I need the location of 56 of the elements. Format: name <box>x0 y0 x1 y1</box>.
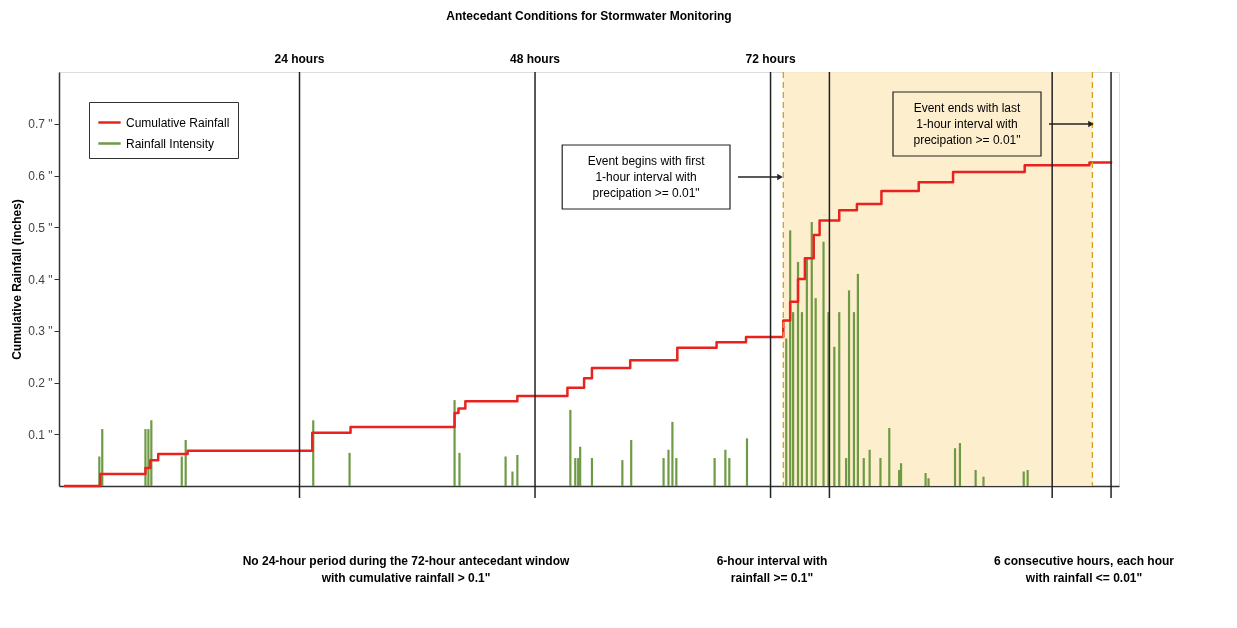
y-tick-label: 0.3 " <box>28 324 53 339</box>
bar <box>511 471 514 486</box>
text: 6 consecutive hours, each hour with rainfall <= 0.01" <box>993 554 1175 585</box>
bar <box>630 439 633 486</box>
bar <box>833 346 836 486</box>
bar <box>458 452 461 486</box>
bar <box>868 449 871 486</box>
bar <box>574 458 577 486</box>
bar <box>516 454 519 486</box>
bar <box>856 273 859 486</box>
ref-line-label: 72 hours <box>745 52 796 66</box>
bar <box>847 290 851 486</box>
bar <box>822 241 825 486</box>
ref-line-label: 24 hours <box>274 52 325 66</box>
bar <box>590 458 594 486</box>
y-tick-label: 0.4 " <box>28 272 53 287</box>
bar <box>785 338 788 486</box>
bar <box>745 438 749 486</box>
bar <box>1026 469 1029 486</box>
bar <box>805 258 808 486</box>
annotation: Event begins with first 1-hour interval with precipation >= 0.01" <box>587 154 706 200</box>
bar <box>569 409 572 486</box>
y-tick-label: 0.7 " <box>28 117 53 132</box>
legend-label: Cumulative Rainfall <box>126 115 230 130</box>
bar <box>800 312 804 486</box>
bar <box>579 446 582 486</box>
bar <box>862 458 865 486</box>
bar <box>852 312 856 486</box>
legend-label: Rainfall Intensity <box>126 136 215 151</box>
bar <box>879 458 882 486</box>
bar <box>621 460 624 486</box>
bar <box>888 428 891 486</box>
bar <box>924 473 927 486</box>
bar <box>974 469 977 486</box>
bar <box>504 456 507 486</box>
y-axis-title: Cumulative Rainfall (inches) <box>10 199 25 360</box>
bar <box>724 449 727 486</box>
bar <box>982 476 985 486</box>
bar <box>713 458 716 486</box>
y-tick-label: 0.5 " <box>28 220 53 235</box>
bar <box>662 458 665 486</box>
bar <box>899 463 903 486</box>
y-tick-label: 0.6 " <box>28 169 53 183</box>
y-tick-label: 0.1 " <box>28 427 53 442</box>
bar <box>958 443 962 486</box>
bar <box>671 421 674 486</box>
text: No 24-hour period during the 72-hour antecedant window with cumulative rainfall > 0.1" <box>242 554 570 585</box>
chart-title: Antecedant Conditions for Stormwater Monitoring <box>446 9 732 23</box>
y-tick-label: 0.2 " <box>28 376 53 390</box>
ref-line-label: 48 hours <box>510 52 561 66</box>
bar <box>814 298 817 486</box>
annotation: Event ends with last 1-hour interval with precipation >= 0.01" <box>913 101 1022 147</box>
bar <box>838 312 841 486</box>
bar <box>348 452 351 486</box>
bar <box>953 448 957 486</box>
text: 6-hour interval with rainfall >= 0.1" <box>716 554 828 585</box>
